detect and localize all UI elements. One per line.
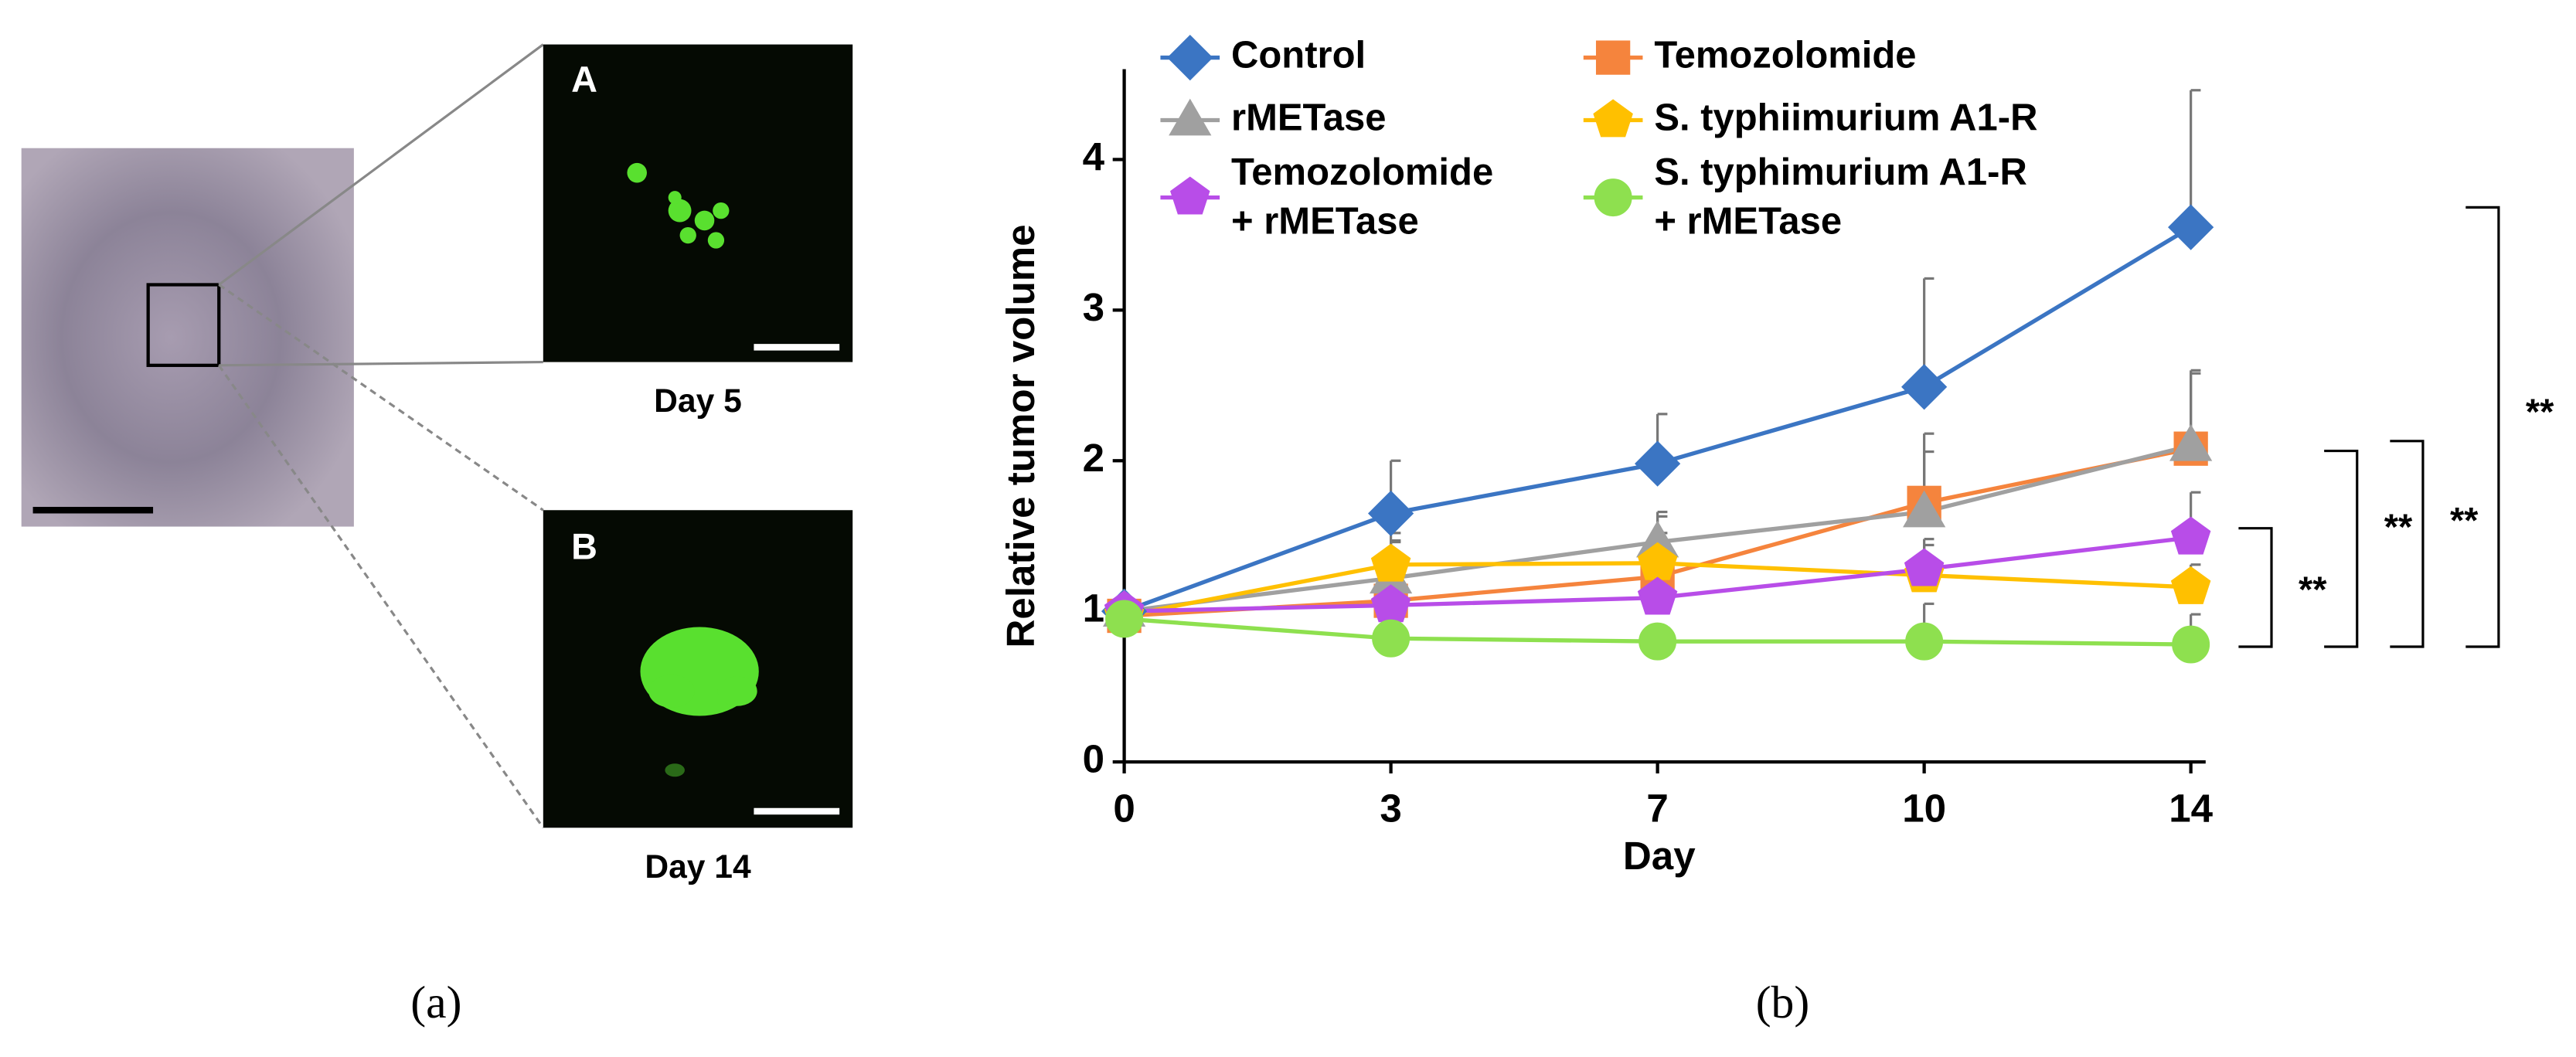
marker — [2172, 625, 2210, 664]
significance-label: ** — [2384, 507, 2413, 547]
marker — [1637, 576, 1678, 615]
x-tick-label: 0 — [1113, 786, 1135, 830]
significance-label: ** — [2526, 392, 2554, 432]
marker — [1903, 490, 1946, 528]
legend-label: Control — [1231, 35, 1366, 76]
marker — [1370, 543, 1411, 582]
marker — [1905, 622, 1944, 661]
fluorescence — [640, 627, 759, 777]
marker — [1594, 178, 1632, 217]
marker — [1595, 40, 1631, 75]
panel-caption: (a) — [410, 977, 461, 1028]
legend-label: rMETase — [1231, 97, 1387, 138]
marker — [1167, 34, 1213, 81]
y-axis-label: Relative tumor volume — [999, 224, 1043, 647]
marker — [1901, 364, 1948, 410]
marker — [1372, 619, 1411, 658]
inset-caption: Day 5 — [654, 382, 742, 420]
y-tick-label: 0 — [1083, 737, 1104, 781]
y-tick-label: 2 — [1083, 436, 1104, 480]
significance-bracket — [2324, 449, 2359, 648]
legend-label: Temozolomide — [1654, 35, 1916, 76]
legend-label: S. typhimurium A1-R + rMETase — [1654, 151, 2026, 243]
inset-caption: Day 14 — [645, 848, 751, 885]
panel-caption: (b) — [1756, 977, 1810, 1028]
series — [1390, 372, 2201, 601]
x-tick-label: 14 — [2169, 786, 2213, 830]
zoom-line — [217, 364, 545, 829]
significance-bracket — [2238, 527, 2273, 648]
significance-bracket — [2390, 440, 2425, 648]
x-tick-label: 7 — [1646, 786, 1668, 830]
marker — [2169, 423, 2213, 461]
marker — [1904, 548, 1945, 586]
zoom-line — [218, 284, 544, 512]
marker — [1367, 490, 1414, 537]
marker — [2170, 566, 2211, 604]
marker — [1105, 600, 1144, 638]
marker — [1170, 176, 1210, 215]
inset-label: A — [571, 59, 597, 100]
significance-label: ** — [2450, 501, 2479, 541]
fluorescence — [627, 162, 730, 249]
y-tick-label: 4 — [1083, 134, 1105, 178]
x-tick-label: 3 — [1380, 786, 1401, 830]
inset-label: B — [571, 527, 597, 567]
x-axis-label: Day — [1623, 834, 1696, 878]
x-tick-label: 10 — [1902, 786, 1946, 830]
significance-bracket — [2465, 206, 2500, 648]
zoom-line — [219, 360, 543, 367]
marker — [1593, 99, 1633, 138]
marker — [1169, 98, 1212, 136]
zoom-line — [218, 43, 544, 286]
legend-label: S. typhiimurium A1-R — [1654, 97, 2037, 138]
marker — [2168, 204, 2214, 250]
marker — [1635, 440, 1681, 487]
mouse-image — [21, 148, 354, 527]
zoom-box — [146, 283, 221, 367]
marker — [2170, 516, 2211, 555]
y-tick-label: 1 — [1083, 586, 1104, 630]
significance-label: ** — [2299, 569, 2327, 610]
inset-image — [543, 44, 853, 362]
marker — [1638, 622, 1677, 661]
legend-label: Temozolomide + rMETase — [1231, 151, 1493, 243]
y-tick-label: 3 — [1083, 285, 1104, 329]
